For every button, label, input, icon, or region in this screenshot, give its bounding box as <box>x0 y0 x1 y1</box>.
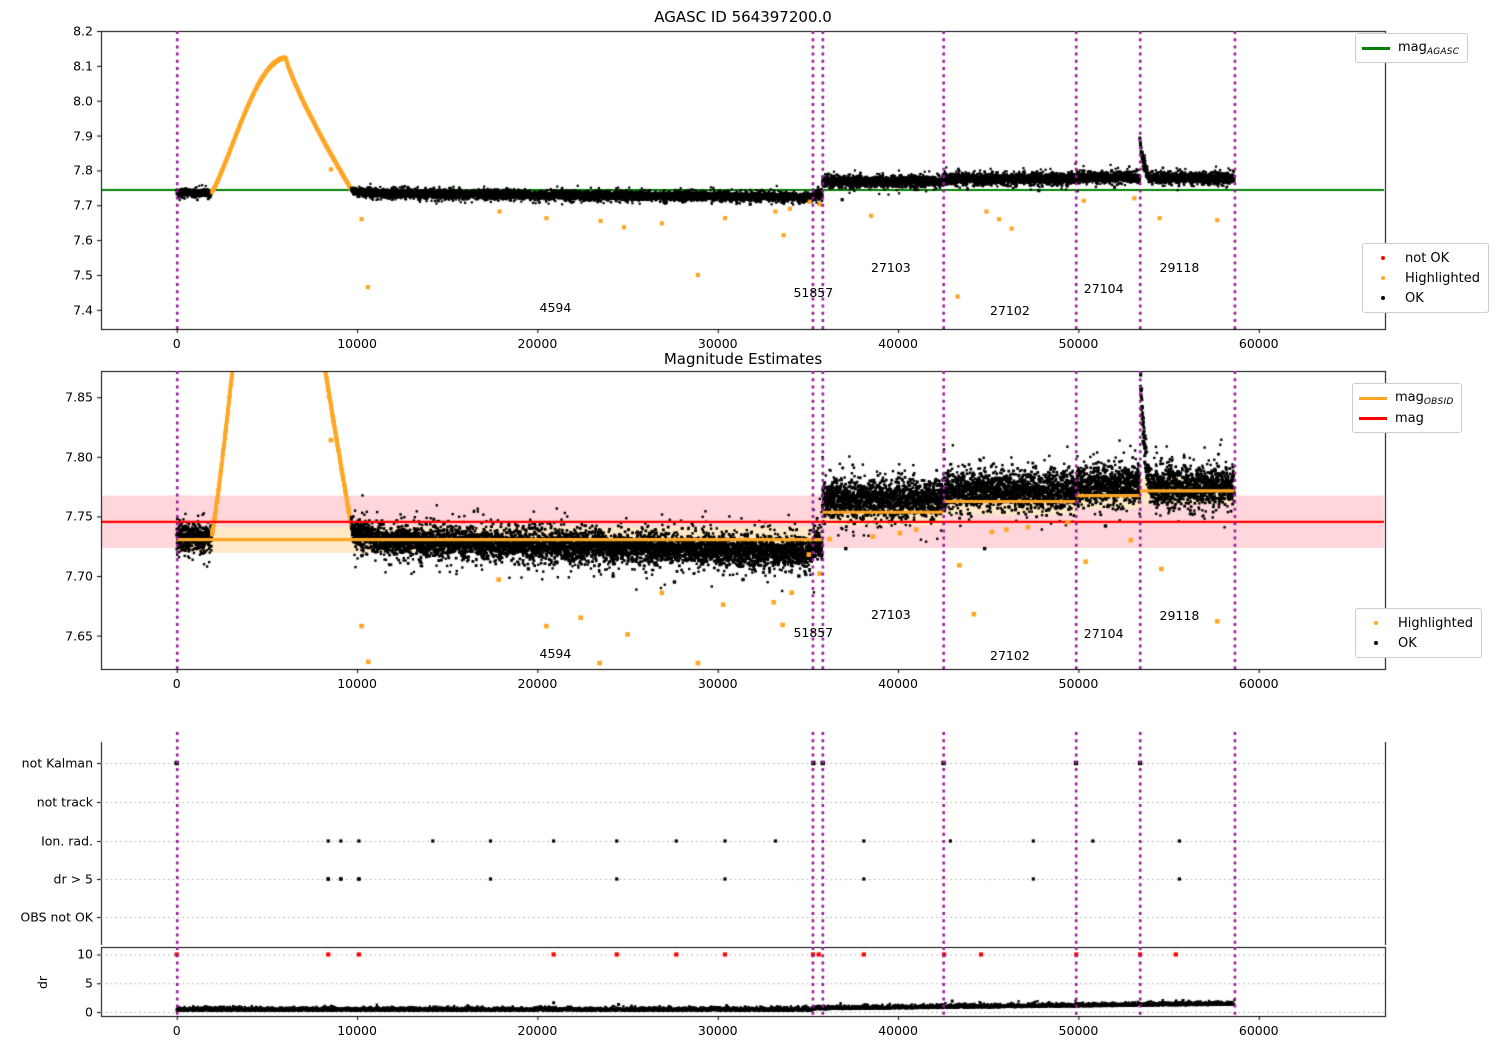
legend-entry-label: Highlighted <box>1405 270 1480 286</box>
panel2-ytick-7.70: 7.70 <box>65 568 93 584</box>
legend-entry-subscript: AGASC <box>1426 46 1460 57</box>
panel3-flag-label-0: not Kalman <box>21 755 93 771</box>
panel3-flag-label-3: dr > 5 <box>53 871 93 887</box>
panel2-obsid-label-27104: 27104 <box>1083 626 1124 641</box>
panel3-dr-ytick-5: 5 <box>85 975 93 991</box>
panel2-obsid-label-27102: 27102 <box>990 648 1030 663</box>
legend-dot-swatch <box>1362 621 1390 625</box>
legend-entry-highlighted[interactable]: Highlighted <box>1362 613 1473 633</box>
panel3-xtick-50000: 50000 <box>1058 1023 1099 1038</box>
panel3-dr-ytick-10: 10 <box>77 946 93 962</box>
panel2-xtick-60000: 60000 <box>1238 676 1279 691</box>
panel1-ytick-7.9: 7.9 <box>73 128 93 144</box>
legend-entry-not-ok[interactable]: not OK <box>1369 248 1480 268</box>
panel1-ytick-7.6: 7.6 <box>73 232 93 248</box>
panel2-obsid-label-27103: 27103 <box>870 607 911 622</box>
panel3-dr-ytick-0: 0 <box>85 1004 93 1020</box>
legend-dot-swatch <box>1369 256 1397 260</box>
legend-entry-mag[interactable]: magAGASC <box>1362 38 1459 58</box>
panel2-ytick-7.85: 7.85 <box>65 389 93 405</box>
panel2-ytick-7.80: 7.80 <box>65 449 93 465</box>
legend-entry-mag[interactable]: magOBSID <box>1359 388 1453 408</box>
panel3-xtick-40000: 40000 <box>878 1023 918 1038</box>
legend-line-swatch <box>1362 46 1390 50</box>
panel1-obsid-label-27104: 27104 <box>1083 281 1124 296</box>
panel1-obsid-label-51857: 51857 <box>793 285 834 300</box>
panel1-legend-top[interactable]: magAGASC <box>1355 33 1469 63</box>
legend-line-swatch <box>1359 396 1387 400</box>
panel1-xtick-0: 0 <box>172 336 181 351</box>
panel3-xtick-0: 0 <box>172 1023 181 1038</box>
panel1-ytick-8.2: 8.2 <box>73 23 93 39</box>
panel3-xtick-60000: 60000 <box>1238 1023 1279 1038</box>
legend-entry-label: magOBSID <box>1395 389 1454 407</box>
panel1-ytick-7.4: 7.4 <box>73 302 93 318</box>
panel3-xtick-30000: 30000 <box>697 1023 738 1038</box>
panel1-xtick-20000: 20000 <box>517 336 558 351</box>
panel3-xtick-20000: 20000 <box>517 1023 558 1038</box>
panel1-ytick-8.1: 8.1 <box>73 58 93 74</box>
panel3-dr-axis-label: dr <box>35 975 51 990</box>
panel1-xtick-40000: 40000 <box>878 336 918 351</box>
panel3-flag-label-1: not track <box>36 794 93 810</box>
legend-line-swatch <box>1359 416 1387 420</box>
panel1-ytick-8.0: 8.0 <box>73 93 93 109</box>
legend-entry-label: not OK <box>1405 250 1450 266</box>
legend-dot-swatch <box>1369 276 1397 280</box>
panel1-ytick-7.5: 7.5 <box>73 267 93 283</box>
legend-entry-ok[interactable]: OK <box>1362 633 1473 653</box>
legend-entry-ok[interactable]: OK <box>1369 288 1480 308</box>
panel1-xtick-10000: 10000 <box>337 336 377 351</box>
panel2-xtick-40000: 40000 <box>878 676 918 691</box>
panel2-xtick-30000: 30000 <box>697 676 738 691</box>
legend-entry-label: OK <box>1398 635 1417 651</box>
panel2-xtick-10000: 10000 <box>337 676 377 691</box>
panel1-obsid-label-27103: 27103 <box>870 260 911 275</box>
legend-entry-label: OK <box>1405 290 1424 306</box>
legend-dot-swatch <box>1369 296 1397 300</box>
panel1-obsid-label-4594: 4594 <box>539 300 572 315</box>
panel1-xtick-50000: 50000 <box>1058 336 1099 351</box>
legend-entry-mag[interactable]: mag <box>1359 408 1453 428</box>
panel1-ytick-7.8: 7.8 <box>73 162 93 178</box>
panel3-flag-label-4: OBS not OK <box>20 909 93 925</box>
panel1-ytick-7.7: 7.7 <box>73 197 93 213</box>
panel1-obsid-label-29118: 29118 <box>1159 260 1200 275</box>
panel3-xtick-10000: 10000 <box>337 1023 377 1038</box>
legend-entry-label: magAGASC <box>1398 39 1460 57</box>
legend-entry-label: mag <box>1395 410 1424 426</box>
panel3-flag-label-2: Ion. rad. <box>41 833 93 849</box>
panel2-obsid-label-4594: 4594 <box>539 646 572 661</box>
panel2-ytick-7.65: 7.65 <box>65 628 93 644</box>
panel2-xtick-0: 0 <box>172 676 181 691</box>
legend-entry-subscript: OBSID <box>1423 396 1454 407</box>
panel2-xtick-20000: 20000 <box>517 676 558 691</box>
legend-dot-swatch <box>1362 641 1390 645</box>
panel2-legend-bottom[interactable]: Highlighted OK <box>1355 608 1482 658</box>
legend-entry-highlighted[interactable]: Highlighted <box>1369 268 1480 288</box>
panel2-obsid-label-29118: 29118 <box>1159 608 1200 623</box>
panel2-xtick-50000: 50000 <box>1058 676 1099 691</box>
panel2-legend-top[interactable]: magOBSID mag <box>1352 383 1463 433</box>
panel1-obsid-label-27102: 27102 <box>990 303 1030 318</box>
panel1-xtick-60000: 60000 <box>1238 336 1279 351</box>
legend-entry-label: Highlighted <box>1398 615 1473 631</box>
panel2-ytick-7.75: 7.75 <box>65 508 93 524</box>
panel1-legend-bottom[interactable]: not OK Highlighted OK <box>1362 243 1489 313</box>
panel2-obsid-label-51857: 51857 <box>793 625 834 640</box>
panel1-xtick-30000: 30000 <box>697 336 738 351</box>
